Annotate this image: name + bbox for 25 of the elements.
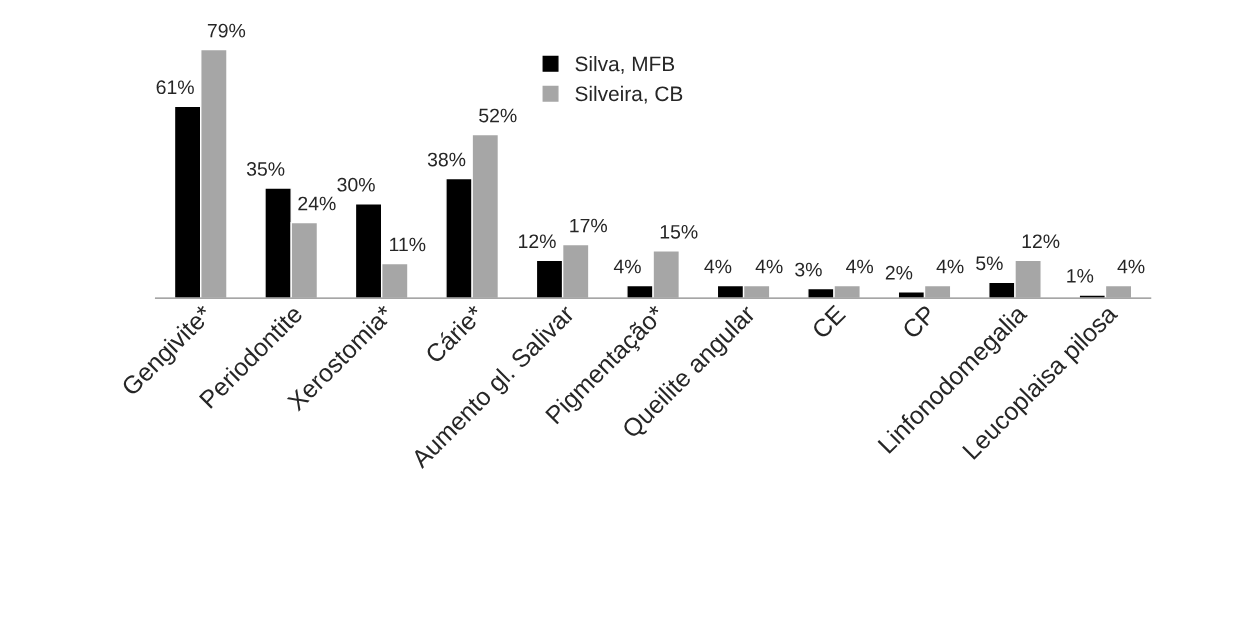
data-label: 30% <box>337 177 375 192</box>
data-label: 4% <box>846 259 874 274</box>
data-label: 4% <box>936 259 964 274</box>
data-label: 4% <box>1117 259 1145 274</box>
x-tick-label: CE <box>810 304 847 340</box>
data-label: 4% <box>704 259 732 274</box>
data-label: 17% <box>570 218 608 233</box>
legend-label: Silva, MFB <box>575 56 675 74</box>
data-label: 24% <box>298 196 336 211</box>
data-label: 4% <box>613 259 641 274</box>
data-label: 12% <box>519 234 556 249</box>
data-label: 3% <box>795 262 822 277</box>
data-label: 11% <box>390 237 426 252</box>
data-label: 79% <box>207 23 246 38</box>
data-label: 12% <box>1022 234 1060 249</box>
data-label: 15% <box>660 225 698 239</box>
data-label: 35% <box>246 162 285 176</box>
data-label: 2% <box>885 265 913 280</box>
data-label: 61% <box>156 80 194 95</box>
data-label: 5% <box>976 256 1003 271</box>
data-label: 52% <box>479 108 517 123</box>
data-label: 4% <box>755 259 783 274</box>
data-label: 38% <box>427 152 466 167</box>
data-label: 1% <box>1067 269 1094 283</box>
legend-label: Silveira, CB <box>575 85 683 104</box>
